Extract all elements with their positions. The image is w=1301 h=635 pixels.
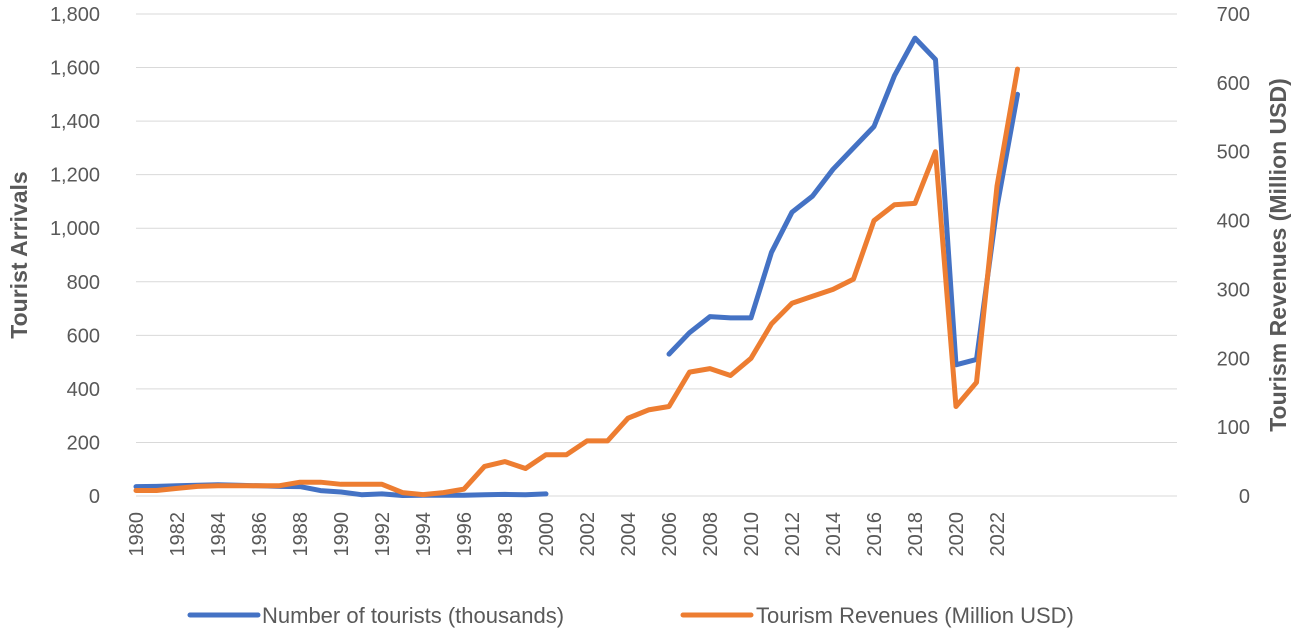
x-tick-label: 2008 xyxy=(700,512,722,557)
x-tick-label: 1980 xyxy=(126,512,148,557)
x-tick-label: 2006 xyxy=(659,512,681,557)
x-axis-ticks: 1980 1982 1984 1986 1988 1990 1992 1994 1996 1998… xyxy=(126,512,1009,557)
left-axis-ticks: 0 200 400 600 800 1,000 1,200 1,400 1,600 1,800 xyxy=(50,4,100,508)
x-tick-label: 1986 xyxy=(249,512,271,557)
legend-label-tourists: Number of tourists (thousands) xyxy=(262,603,564,628)
y-left-tick-label: 1,600 xyxy=(50,58,100,80)
y-right-tick-label: 700 xyxy=(1217,4,1250,26)
y-left-tick-label: 400 xyxy=(67,379,100,401)
x-tick-label: 2022 xyxy=(987,512,1009,557)
gridlines xyxy=(136,13,1177,443)
x-tick-label: 2010 xyxy=(741,512,763,557)
y-right-tick-label: 0 xyxy=(1239,486,1250,508)
y-left-tick-label: 1,000 xyxy=(50,218,100,240)
x-tick-label: 2014 xyxy=(823,512,845,557)
x-tick-label: 2018 xyxy=(905,512,927,557)
y-right-tick-label: 300 xyxy=(1217,279,1250,301)
x-tick-label: 1998 xyxy=(495,512,517,557)
series-line-revenues-segment-0 xyxy=(133,66,1020,498)
right-axis-ticks: 0 100 200 300 400 500 600 700 xyxy=(1217,4,1250,508)
y-right-tick-label: 100 xyxy=(1217,417,1250,439)
legend-label-revenues: Tourism Revenues (Million USD) xyxy=(756,603,1074,628)
y-axis-left-title: Tourist Arrivals xyxy=(6,171,32,338)
y-axis-right-title: Tourism Revenues (Million USD) xyxy=(1265,78,1291,432)
y-left-tick-label: 1,400 xyxy=(50,111,100,133)
x-tick-label: 1990 xyxy=(331,512,353,557)
x-tick-label: 2004 xyxy=(618,512,640,557)
x-tick-label: 1992 xyxy=(372,512,394,557)
x-tick-label: 2016 xyxy=(864,512,886,557)
x-tick-label: 1994 xyxy=(413,512,435,557)
y-left-tick-label: 0 xyxy=(89,486,100,508)
series-lines xyxy=(133,35,1020,498)
y-right-tick-label: 500 xyxy=(1217,142,1250,164)
y-right-tick-label: 600 xyxy=(1217,73,1250,95)
x-tick-label: 2000 xyxy=(536,512,558,557)
y-left-tick-label: 800 xyxy=(67,272,100,294)
x-tick-label: 1984 xyxy=(208,512,230,557)
x-tick-label: 2020 xyxy=(946,512,968,557)
y-right-tick-label: 400 xyxy=(1217,211,1250,233)
x-tick-label: 2012 xyxy=(782,512,804,557)
y-right-tick-label: 200 xyxy=(1217,348,1250,370)
x-tick-label: 1996 xyxy=(454,512,476,557)
x-tick-label: 2002 xyxy=(577,512,599,557)
x-tick-label: 1982 xyxy=(167,512,189,557)
y-left-tick-label: 200 xyxy=(67,432,100,454)
series-line-tourists-segment-1 xyxy=(666,35,1020,368)
y-left-tick-label: 1,200 xyxy=(50,165,100,187)
legend: Number of tourists (thousands) Tourism R… xyxy=(187,603,1074,628)
x-tick-label: 1988 xyxy=(290,512,312,557)
y-left-tick-label: 600 xyxy=(67,325,100,347)
y-left-tick-label: 1,800 xyxy=(50,4,100,26)
